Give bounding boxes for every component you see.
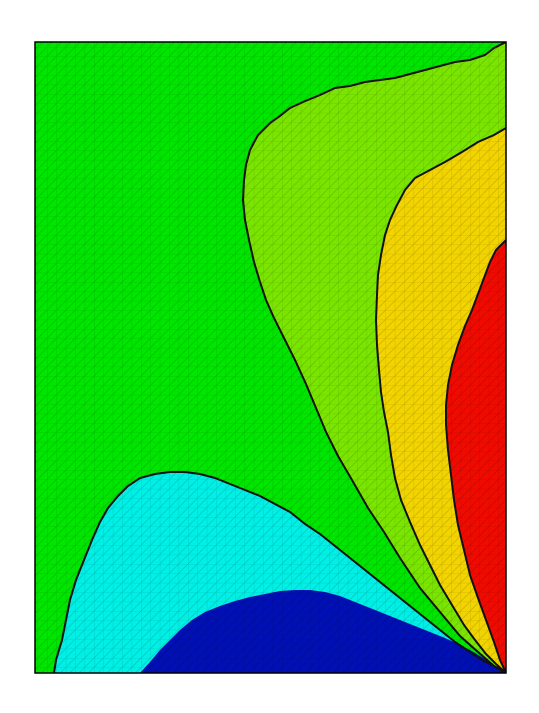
contour-line-yellow-boundary bbox=[374, 127, 506, 673]
contour-lines bbox=[53, 42, 506, 673]
triangular-mesh bbox=[35, 42, 506, 673]
plot-frame bbox=[34, 41, 507, 674]
contour-line-light-green-boundary bbox=[241, 42, 506, 673]
contour-line-cyan-boundary bbox=[53, 471, 506, 673]
contour-line-red-boundary bbox=[445, 239, 506, 673]
